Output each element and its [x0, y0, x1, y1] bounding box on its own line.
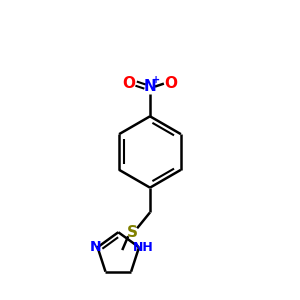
- Text: S: S: [127, 225, 138, 240]
- Text: N: N: [144, 79, 156, 94]
- Text: N: N: [90, 240, 101, 254]
- Text: O: O: [164, 76, 177, 91]
- Text: +: +: [152, 75, 160, 85]
- Text: NH: NH: [133, 241, 153, 254]
- Text: O: O: [123, 76, 136, 91]
